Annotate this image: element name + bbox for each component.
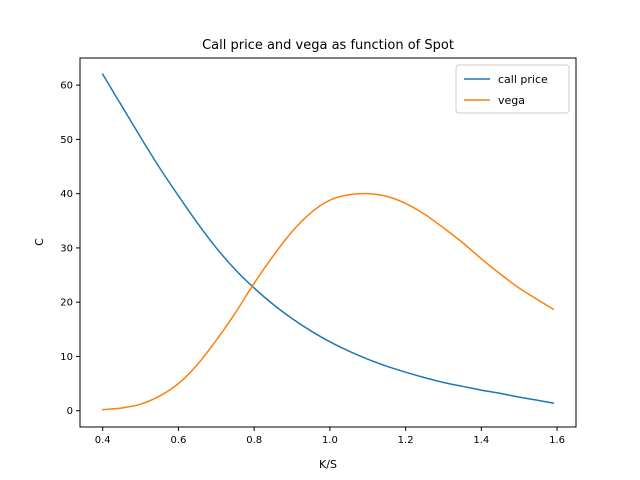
series-line-vega xyxy=(101,192,555,411)
y-tick-label: 40 xyxy=(60,189,73,200)
legend-box xyxy=(455,64,570,114)
axes-frame xyxy=(79,57,577,428)
legend: call price vega xyxy=(455,64,570,114)
chart-title: Call price and vega as function of Spot xyxy=(202,38,454,53)
plot-area xyxy=(101,73,555,411)
legend-label-vega: vega xyxy=(498,94,525,107)
x-tick-label: 1.6 xyxy=(549,435,565,446)
y-tick-label: 60 xyxy=(60,81,73,92)
y-tick-label: 50 xyxy=(60,135,73,146)
x-tick-label: 1.0 xyxy=(322,435,338,446)
x-tick-label: 1.4 xyxy=(473,435,489,446)
x-tick-label: 0.8 xyxy=(246,435,262,446)
x-tick-label: 0.4 xyxy=(95,435,111,446)
y-tick-label: 10 xyxy=(60,352,73,363)
legend-label-call-price: call price xyxy=(498,73,548,86)
y-tick-label: 30 xyxy=(60,243,73,254)
y-tick-label: 0 xyxy=(67,406,73,417)
x-tick-label: 0.6 xyxy=(170,435,186,446)
x-axis-label: K/S xyxy=(319,458,337,471)
series-line-call-price xyxy=(101,73,555,404)
y-axis-label: C xyxy=(33,238,46,246)
y-tick-label: 20 xyxy=(60,298,73,309)
x-tick-label: 1.2 xyxy=(398,435,414,446)
